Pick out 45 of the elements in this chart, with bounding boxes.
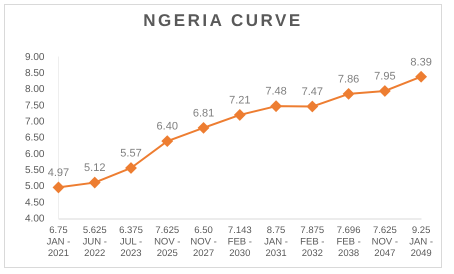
y-tick-label: 6.50 bbox=[24, 132, 45, 144]
x-tick-label: 6.50 NOV - 2027 bbox=[190, 225, 217, 259]
text: 5.12 bbox=[84, 162, 106, 174]
text: 6.81 bbox=[192, 107, 214, 120]
point bbox=[416, 71, 427, 82]
text: 6.40 bbox=[156, 120, 178, 133]
x-tick-label: 5.625 JUN - 2022 bbox=[82, 225, 107, 259]
text: 7.21 bbox=[229, 94, 251, 106]
point bbox=[379, 85, 390, 96]
y-tick-label: 8.50 bbox=[24, 68, 45, 79]
point bbox=[343, 88, 354, 100]
y-tick-label: 8.00 bbox=[24, 84, 45, 96]
y-tick-label: 4.00 bbox=[24, 214, 45, 225]
y-tick-label: 6.00 bbox=[24, 148, 45, 160]
point bbox=[89, 177, 100, 188]
point bbox=[198, 122, 210, 134]
x-tick-label: 7.696 FEB - 2038 bbox=[336, 225, 361, 259]
x-tick-label: 6.75 JAN - 2021 bbox=[46, 225, 70, 259]
y-tick-label: 4.50 bbox=[24, 197, 45, 208]
x-tick-label: 6.375 JUL - 2023 bbox=[119, 225, 143, 259]
point bbox=[162, 136, 173, 147]
text: 7.95 bbox=[374, 70, 396, 83]
text: 4.97 bbox=[48, 166, 70, 179]
text: 7.48 bbox=[265, 86, 287, 98]
y-tick-label: 5.50 bbox=[24, 165, 45, 176]
y-tick-label: 7.00 bbox=[24, 116, 45, 128]
x-tick-label: 7.625 NOV - 2047 bbox=[372, 225, 398, 259]
point bbox=[234, 109, 246, 120]
x-tick-label: 9.25 JAN - 2049 bbox=[409, 225, 433, 259]
text: 8.39 bbox=[410, 56, 432, 68]
y-tick-label: 7.50 bbox=[24, 100, 45, 112]
chart-title: NGERIA CURVE bbox=[142, 11, 304, 31]
point bbox=[125, 162, 136, 174]
x-tick-label: 7.143 FEB - 2030 bbox=[228, 225, 252, 259]
point bbox=[270, 100, 282, 112]
point bbox=[52, 182, 64, 193]
x-tick-label: 8.75 JAN - 2031 bbox=[264, 225, 288, 259]
text: 7.86 bbox=[338, 73, 360, 86]
x-tick-label: 7.875 FEB - 2032 bbox=[300, 225, 324, 259]
text: 5.57 bbox=[120, 148, 142, 160]
text: 7.47 bbox=[302, 86, 324, 98]
x-tick-label: 7.625 NOV - 2025 bbox=[154, 225, 180, 259]
y-tick-label: 5.00 bbox=[24, 181, 45, 192]
point bbox=[306, 101, 318, 112]
y-tick-label: 9.00 bbox=[24, 52, 45, 63]
